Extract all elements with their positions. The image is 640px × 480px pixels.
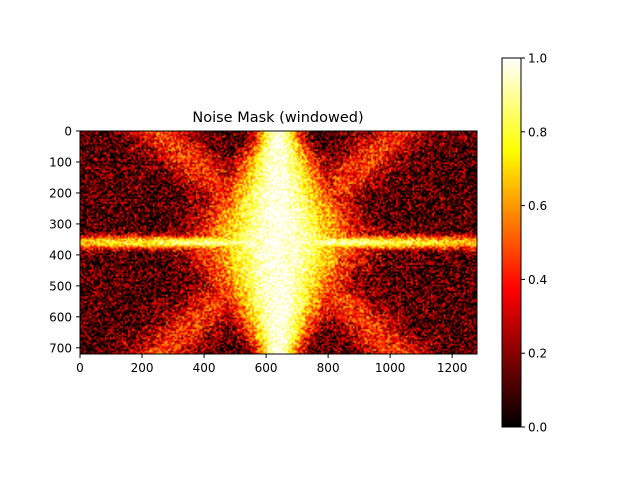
y-tick-label: 500 [49, 279, 72, 293]
x-tick-label: 1000 [375, 361, 406, 375]
y-tick-label: 700 [49, 341, 72, 355]
y-tick-label: 300 [49, 217, 72, 231]
y-tick-label: 600 [49, 310, 72, 324]
y-tick-label: 200 [49, 186, 72, 200]
x-axis: 0 200 400 600 800 1000 1200 [76, 354, 467, 375]
colorbar-tick-label: 1.0 [528, 52, 547, 66]
colorbar-tick-label: 0.0 [528, 421, 547, 435]
colorbar-tick-label: 0.8 [528, 125, 547, 139]
y-tick-label: 100 [49, 155, 72, 169]
heatmap-plot: 0 200 400 600 800 1000 1200 0 100 200 300 400 500 60… [49, 125, 478, 375]
y-tick-label: 400 [49, 248, 72, 262]
chart-title: Noise Mask (windowed) [192, 110, 363, 126]
heatmap-image [80, 131, 477, 354]
colorbar-gradient [501, 57, 522, 428]
y-axis: 0 100 200 300 400 500 600 700 [49, 125, 80, 355]
colorbar-tick-label: 0.2 [528, 347, 547, 361]
colorbar-ticks: 0.0 0.2 0.4 0.6 0.8 1.0 [521, 52, 547, 435]
x-tick-label: 0 [76, 361, 84, 375]
x-tick-label: 200 [131, 361, 154, 375]
x-tick-label: 600 [255, 361, 278, 375]
y-tick-label: 0 [64, 125, 72, 139]
colorbar: 0.0 0.2 0.4 0.6 0.8 1.0 [501, 52, 547, 435]
plot-frame [79, 130, 478, 355]
colorbar-tick-label: 0.4 [528, 273, 547, 287]
x-tick-label: 800 [317, 361, 340, 375]
colorbar-tick-label: 0.6 [528, 199, 547, 213]
x-tick-label: 1200 [437, 361, 468, 375]
x-tick-label: 400 [193, 361, 216, 375]
